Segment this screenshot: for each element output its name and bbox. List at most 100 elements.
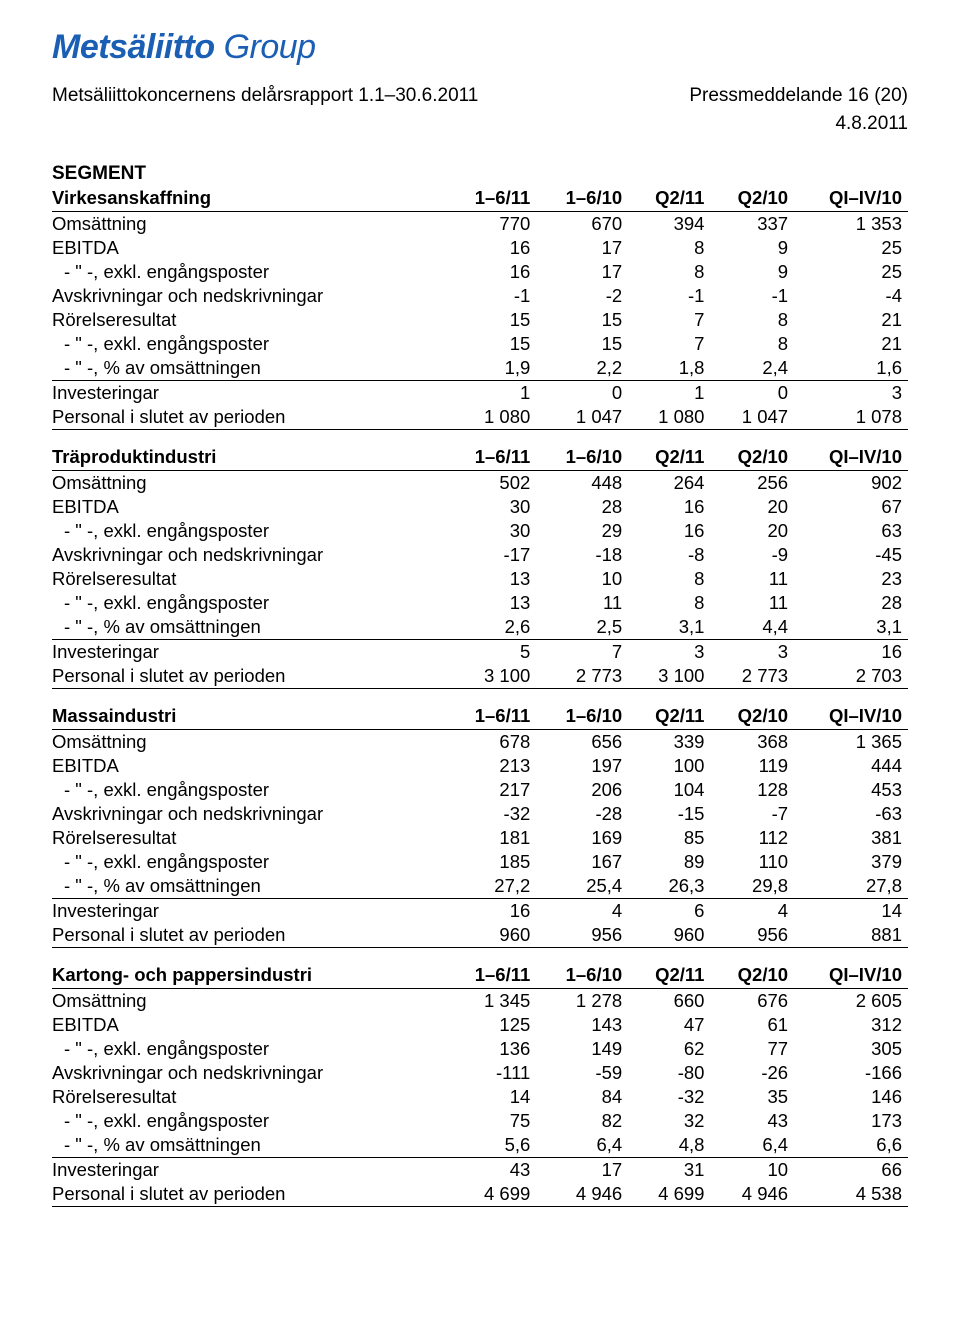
table-row: Personal i slutet av perioden1 0801 0471… [52,405,908,430]
table-row: EBITDA1251434761312 [52,1013,908,1037]
table-row: Personal i slutet av perioden3 1002 7733… [52,664,908,689]
table-cell: 15 [446,332,537,356]
table-cell: 881 [794,923,908,948]
table-cell: 32 [628,1109,710,1133]
table-row: Omsättning502448264256902 [52,471,908,496]
table-cell: 1 345 [446,989,537,1014]
row-label: EBITDA [52,495,446,519]
row-label: - " -, exkl. engångsposter [52,1037,446,1061]
column-header: Q2/11 [628,185,710,212]
table-cell: 8 [628,567,710,591]
table-row: - " -, exkl. engångsposter131181128 [52,591,908,615]
table-cell: 502 [446,471,537,496]
table-row: Personal i slutet av perioden4 6994 9464… [52,1182,908,1207]
row-label: Personal i slutet av perioden [52,1182,446,1207]
table-cell: 3 [628,640,710,665]
table-cell: 8 [628,236,710,260]
report-date: 4.8.2011 [52,113,908,135]
table-cell: -1 [628,284,710,308]
table-cell: -9 [710,543,794,567]
table-cell: 25,4 [536,874,628,899]
table-cell: 8 [628,591,710,615]
table-cell: 11 [710,591,794,615]
segment-table: Virkesanskaffning1–6/111–6/10Q2/11Q2/10Q… [52,185,908,430]
table-cell: -2 [536,284,628,308]
table-cell: 264 [628,471,710,496]
row-label: Rörelseresultat [52,1085,446,1109]
table-cell: 4 [710,899,794,924]
table-title: Virkesanskaffning [52,185,446,212]
row-label: - " -, % av omsättningen [52,1133,446,1158]
table-cell: 143 [536,1013,628,1037]
row-label: Rörelseresultat [52,826,446,850]
table-cell: 13 [446,567,537,591]
row-label: - " -, % av omsättningen [52,874,446,899]
row-label: Omsättning [52,212,446,237]
table-row: - " -, exkl. engångsposter18516789110379 [52,850,908,874]
table-cell: 16 [794,640,908,665]
table-cell: 104 [628,778,710,802]
segment-heading: SEGMENT [52,163,908,185]
table-row: Personal i slutet av perioden96095696095… [52,923,908,948]
row-label: - " -, exkl. engångsposter [52,591,446,615]
table-cell: 0 [710,381,794,406]
table-cell: 15 [536,308,628,332]
logo-sub: Group [224,28,316,66]
table-cell: 2 773 [710,664,794,689]
table-cell: 17 [536,260,628,284]
column-header: Q2/11 [628,703,710,730]
table-cell: 31 [628,1158,710,1183]
table-cell: 1 353 [794,212,908,237]
table-cell: 4 699 [628,1182,710,1207]
table-row: Rörelseresultat1484-3235146 [52,1085,908,1109]
table-cell: -32 [628,1085,710,1109]
table-cell: -28 [536,802,628,826]
row-label: EBITDA [52,1013,446,1037]
column-header: QI–IV/10 [794,962,908,989]
table-row: Rörelseresultat131081123 [52,567,908,591]
table-cell: 28 [794,591,908,615]
page-header: Metsäliittokoncernens delårsrapport 1.1–… [52,85,908,107]
table-cell: 21 [794,332,908,356]
table-cell: 62 [628,1037,710,1061]
table-cell: 1 080 [628,405,710,430]
column-header: 1–6/11 [446,185,537,212]
row-label: Personal i slutet av perioden [52,664,446,689]
table-cell: 197 [536,754,628,778]
table-cell: 2,5 [536,615,628,640]
table-cell: 9 [710,260,794,284]
table-row: Avskrivningar och nedskrivningar-17-18-8… [52,543,908,567]
column-header: Q2/10 [710,185,794,212]
table-cell: 35 [710,1085,794,1109]
table-cell: 26,3 [628,874,710,899]
column-header: Q2/10 [710,962,794,989]
row-label: Avskrivningar och nedskrivningar [52,802,446,826]
table-cell: 43 [710,1109,794,1133]
row-label: Investeringar [52,899,446,924]
column-header: 1–6/11 [446,444,537,471]
table-cell: 10 [710,1158,794,1183]
table-cell: 25 [794,236,908,260]
column-header: 1–6/10 [536,962,628,989]
table-cell: 1 365 [794,730,908,755]
table-cell: 13 [446,591,537,615]
column-header: 1–6/10 [536,444,628,471]
table-cell: 28 [536,495,628,519]
table-cell: -1 [710,284,794,308]
segment-table: Massaindustri1–6/111–6/10Q2/11Q2/10QI–IV… [52,703,908,948]
table-cell: -18 [536,543,628,567]
table-cell: 678 [446,730,537,755]
table-cell: 146 [794,1085,908,1109]
table-row: Omsättning1 3451 2786606762 605 [52,989,908,1014]
table-cell: 8 [710,332,794,356]
table-cell: 1 047 [710,405,794,430]
row-label: Rörelseresultat [52,308,446,332]
table-cell: 110 [710,850,794,874]
row-label: - " -, exkl. engångsposter [52,519,446,543]
table-cell: 10 [536,567,628,591]
tables-container: Virkesanskaffning1–6/111–6/10Q2/11Q2/10Q… [52,185,908,1207]
table-row: - " -, % av omsättningen2,62,53,14,43,1 [52,615,908,640]
table-cell: 25 [794,260,908,284]
table-cell: 256 [710,471,794,496]
table-cell: 1,6 [794,356,908,381]
